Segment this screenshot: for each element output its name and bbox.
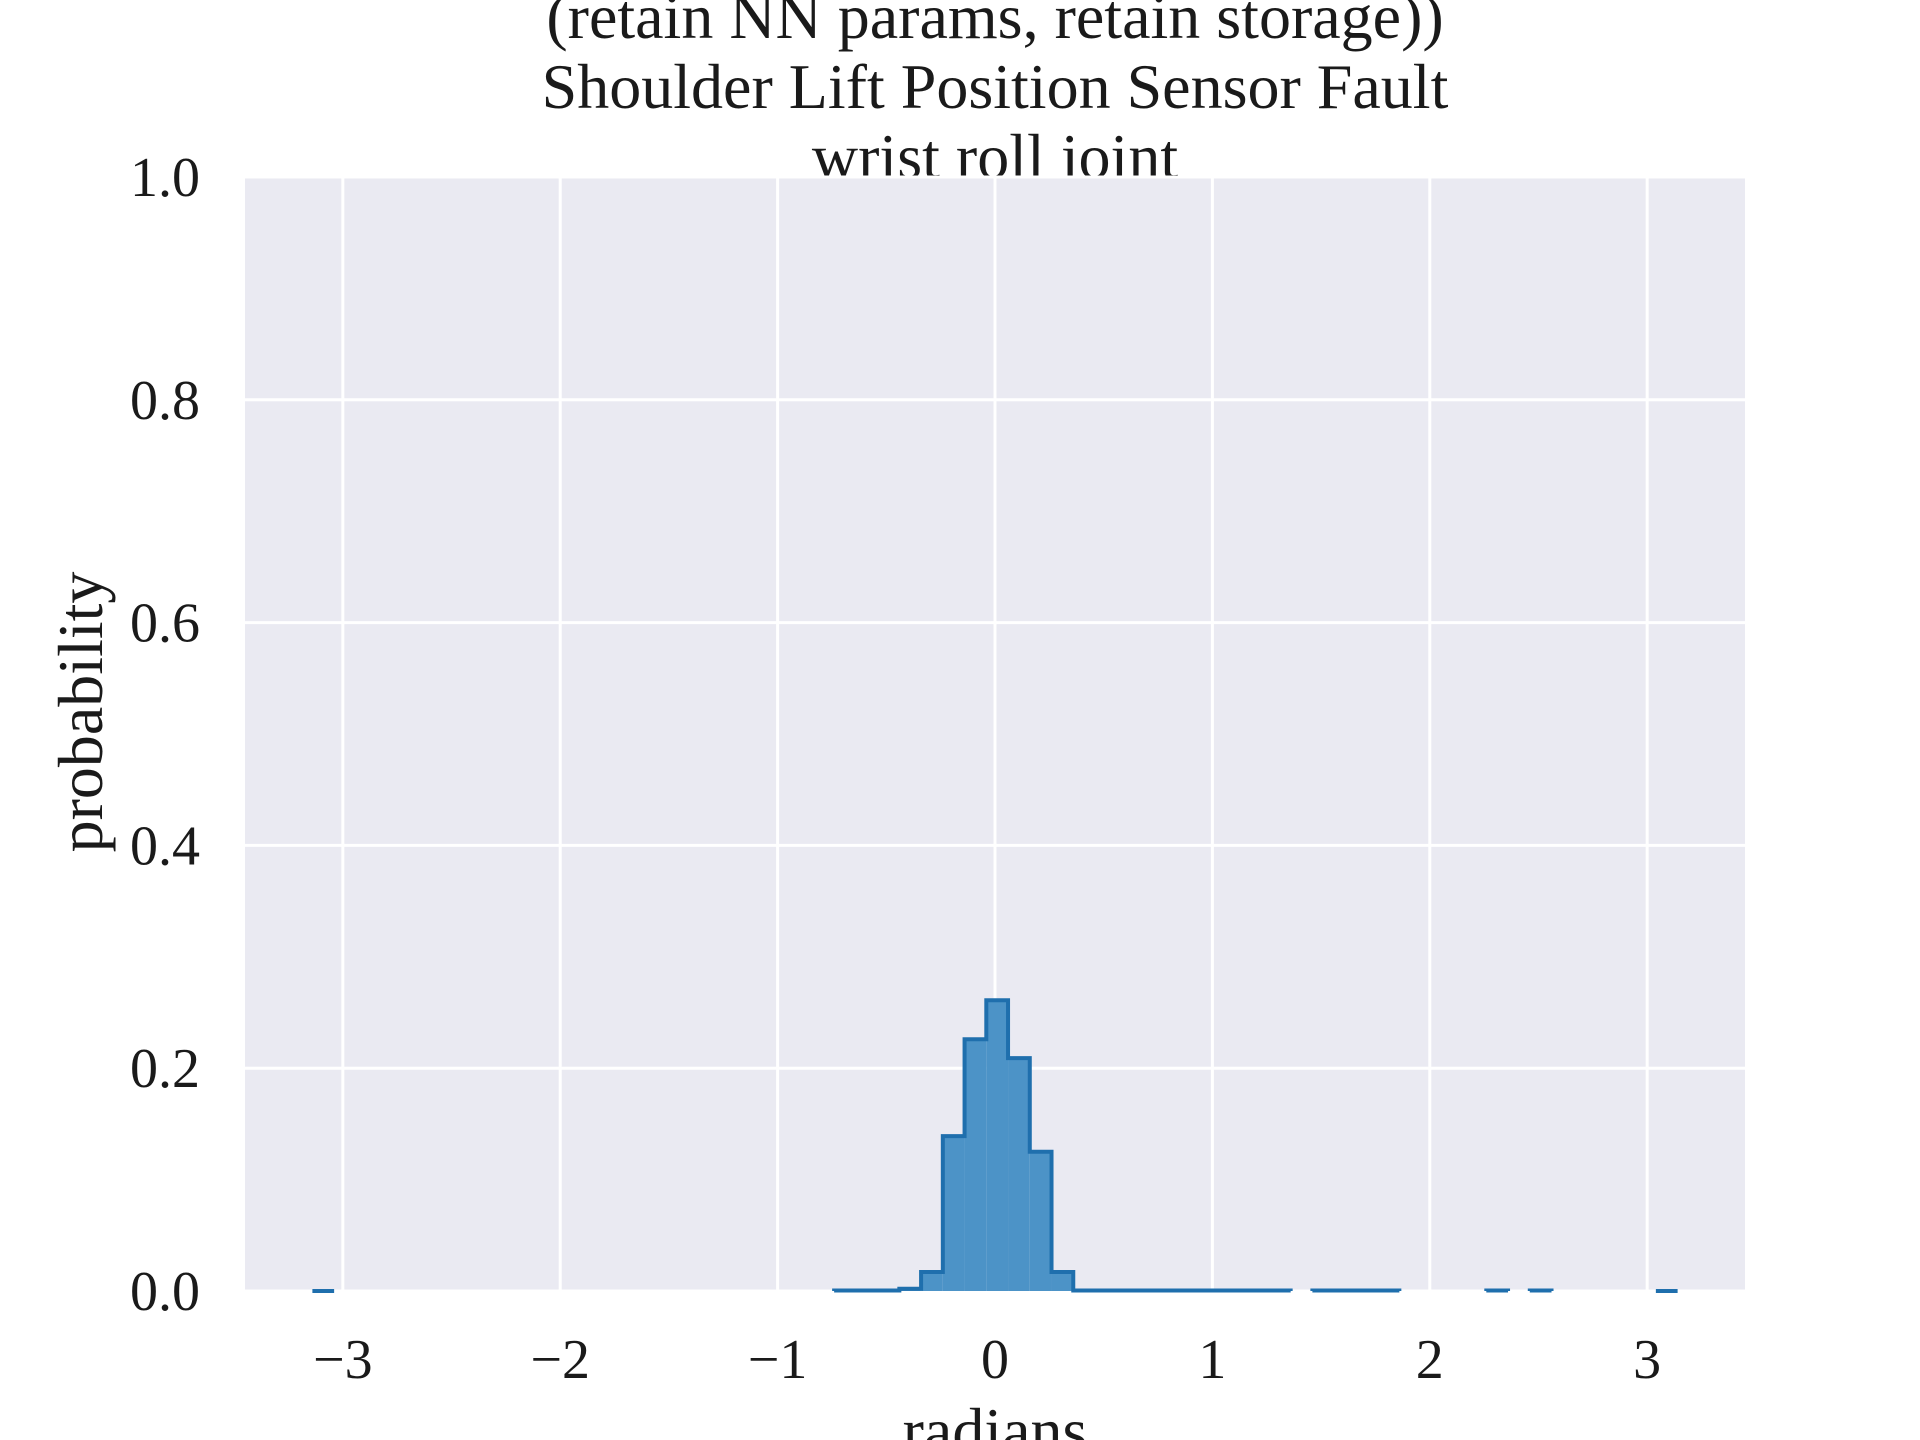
y-tick-label: 1.0 (130, 147, 200, 209)
x-tick-label: 1 (1198, 1329, 1226, 1391)
histogram-bar (942, 1136, 965, 1291)
x-axis-label: radians (903, 1395, 1088, 1440)
histogram-bars (312, 998, 1678, 1293)
x-tick-label: 3 (1633, 1329, 1661, 1391)
x-tick-label: −1 (748, 1329, 808, 1391)
x-tick-label: 0 (981, 1329, 1009, 1391)
chart-title-line-1: (retain NN params, retain storage)) (546, 0, 1443, 52)
x-tick-label: 2 (1416, 1329, 1444, 1391)
y-axis-ticks: 0.0 0.2 0.4 0.6 0.8 1.0 (130, 147, 200, 1323)
x-tick-label: −2 (530, 1329, 590, 1391)
y-tick-label: 0.4 (130, 815, 200, 877)
histogram-bar (1008, 1058, 1030, 1291)
x-axis-ticks: −3 −2 −1 0 1 2 3 (313, 1329, 1661, 1391)
y-tick-label: 0.0 (130, 1261, 200, 1323)
histogram-bar (1029, 1151, 1052, 1291)
histogram-bar (1051, 1272, 1074, 1291)
y-tick-label: 0.8 (130, 370, 200, 432)
chart-title: (retain NN params, retain storage))Shoul… (542, 0, 1449, 192)
y-tick-label: 0.2 (130, 1038, 200, 1100)
histogram-outline (312, 998, 1678, 1293)
chart-title-line-2: Shoulder Lift Position Sensor Fault (542, 51, 1449, 122)
y-tick-label: 0.6 (130, 593, 200, 655)
histogram-bar (986, 1000, 1009, 1291)
histogram-bar (921, 1272, 943, 1291)
y-axis-label: probability (45, 572, 116, 853)
histogram-bar (964, 1039, 987, 1291)
x-tick-label: −3 (313, 1329, 373, 1391)
